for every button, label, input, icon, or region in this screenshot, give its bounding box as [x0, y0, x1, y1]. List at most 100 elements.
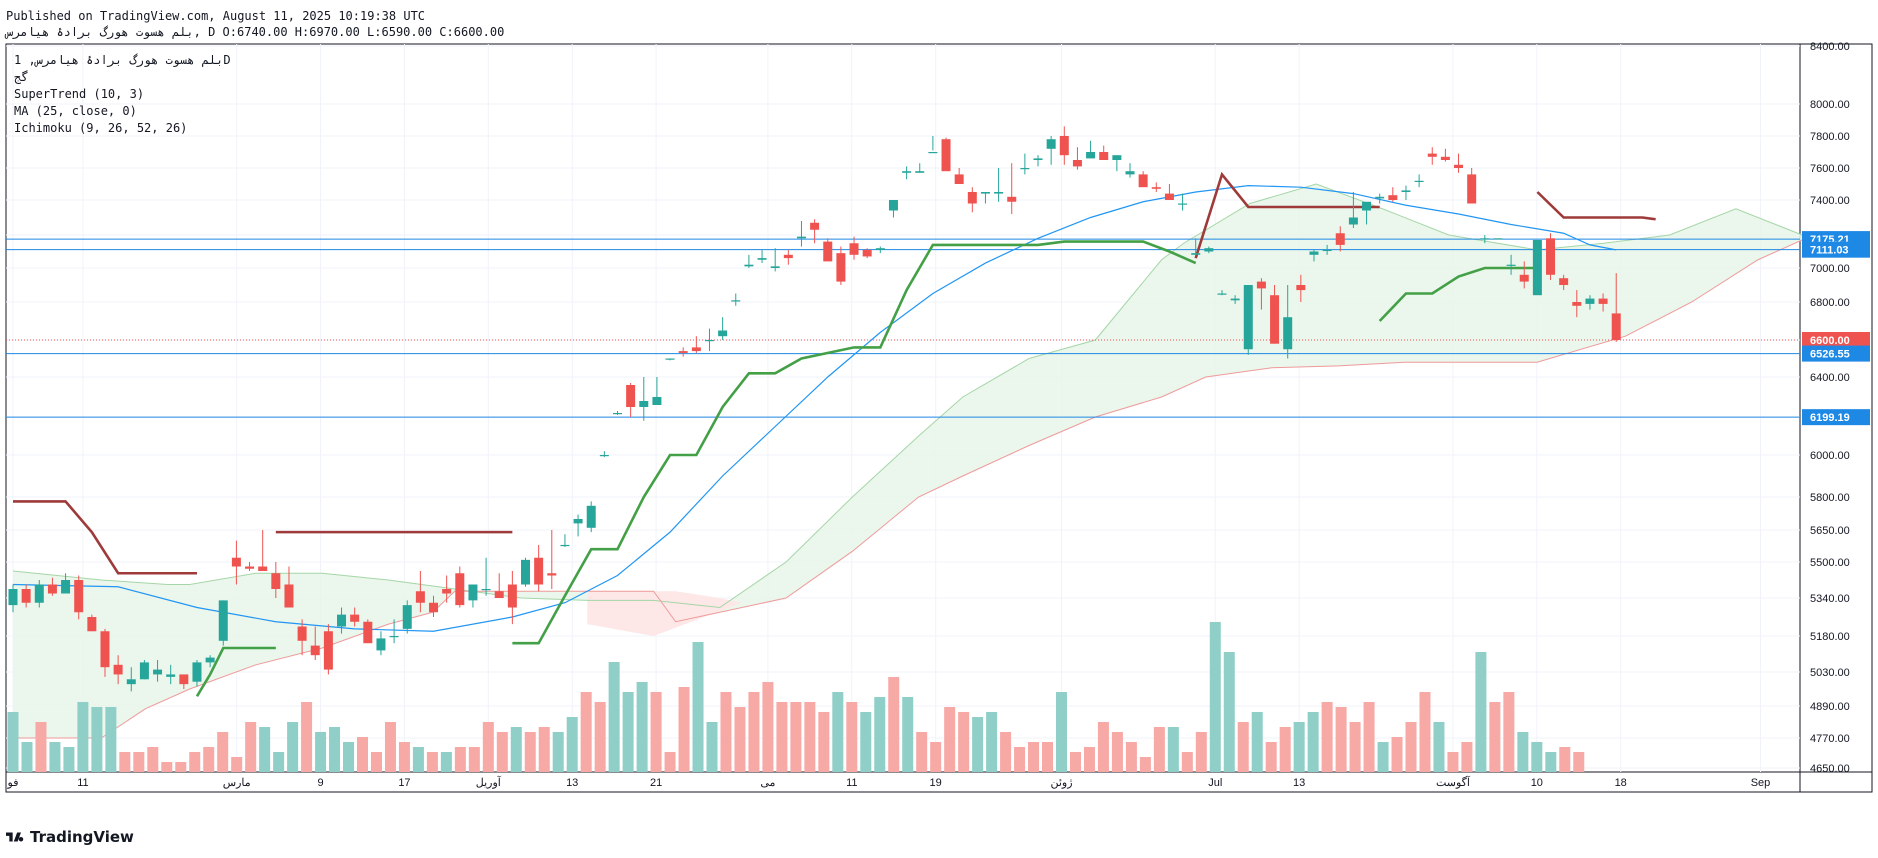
candle-body — [1559, 278, 1569, 285]
price-tag-label: 7111.03 — [1810, 245, 1849, 257]
volume-bar — [594, 702, 606, 772]
price-tag-bg — [1802, 345, 1870, 362]
candle-body — [415, 591, 425, 603]
volume-bar — [1335, 707, 1347, 772]
candle-body — [1178, 203, 1188, 205]
tradingview-logo-icon — [6, 832, 24, 842]
volume-bar — [301, 702, 313, 772]
volume-bar — [1014, 747, 1026, 772]
candle-body — [612, 413, 622, 415]
y-tick-label: 5030.00 — [1810, 667, 1850, 679]
price-tag-bg — [1802, 409, 1870, 426]
supertrend-up — [195, 646, 276, 697]
candle-body — [954, 174, 964, 184]
volume-bar — [1517, 732, 1529, 772]
candle-body — [139, 662, 149, 680]
candle-body — [1270, 295, 1280, 344]
candle-body — [678, 351, 688, 353]
candle-body — [284, 584, 294, 608]
candle-body — [731, 300, 741, 302]
candle-body — [1007, 196, 1017, 202]
volume-bar — [1419, 692, 1431, 772]
volume-bar — [1042, 742, 1054, 772]
y-tick-label: 6000.00 — [1810, 450, 1850, 462]
candle-body — [810, 222, 820, 230]
volume-bar — [622, 692, 634, 772]
candle-body — [402, 605, 412, 629]
candle-body — [350, 614, 360, 622]
volume-bar — [189, 752, 201, 772]
volume-bar — [1321, 702, 1333, 772]
volume-bar — [496, 732, 508, 772]
candle-body — [639, 401, 649, 407]
candle-body — [1283, 317, 1293, 350]
volume-bar — [21, 742, 33, 772]
volume-bar — [1377, 742, 1389, 772]
legend-ma[interactable]: MA (25, close, 0) — [14, 104, 137, 118]
candle-body — [665, 358, 675, 360]
candle-body — [1480, 238, 1490, 240]
candle-body — [1256, 281, 1266, 289]
x-tick-label: Sep — [1751, 777, 1771, 789]
volume-bar — [259, 727, 271, 772]
candle-body — [770, 266, 780, 268]
candle-body — [192, 662, 202, 682]
ichimoku-cloud-bear — [587, 591, 742, 636]
volume-bar — [1167, 727, 1179, 772]
price-tag-label: 6526.55 — [1810, 349, 1850, 361]
volume-bar — [1307, 712, 1319, 772]
volume-bar — [580, 692, 592, 772]
candle-body — [1532, 239, 1542, 296]
volume-bar — [147, 747, 159, 772]
candle-body — [534, 557, 544, 585]
volume-bar — [1573, 752, 1585, 772]
candle-body — [586, 505, 596, 528]
y-tick-label: 6400.00 — [1810, 372, 1850, 384]
candle-body — [796, 236, 806, 239]
candle-body — [258, 566, 268, 571]
legend-symbol[interactable]: بلم هسوت هورگ برادۀ هیامرس, 1D — [14, 53, 231, 67]
volume-bar — [370, 752, 382, 772]
volume-bar — [1028, 742, 1040, 772]
volume-bar — [49, 742, 61, 772]
volume-bar — [77, 702, 89, 772]
candle-body — [888, 200, 898, 211]
candle-body — [337, 614, 347, 627]
y-tick-label: 8400.00 — [1810, 41, 1850, 53]
volume-bar — [1251, 712, 1263, 772]
candle-body — [1020, 168, 1030, 170]
volume-bar — [958, 712, 970, 772]
candle-body — [1388, 195, 1398, 200]
volume-bar — [1056, 692, 1067, 772]
candle-body — [599, 455, 609, 457]
candle-body — [1125, 171, 1135, 175]
candle-body — [1362, 201, 1372, 211]
candle-body — [1191, 253, 1201, 255]
price-tag-bg — [1802, 332, 1870, 348]
tradingview-logo[interactable]: TradingView — [6, 828, 134, 846]
candle-body — [547, 573, 557, 576]
legend-sub: گج — [14, 70, 29, 84]
legend-ichimoku[interactable]: Ichimoku (9, 26, 52, 26) — [14, 121, 188, 135]
legend-supertrend[interactable]: SuperTrend (10, 3) — [14, 87, 145, 101]
candle-body — [389, 636, 399, 638]
volume-bar — [1139, 757, 1151, 772]
x-tick-label: ژوئن — [1050, 777, 1072, 789]
candle-body — [652, 397, 662, 405]
candle-body — [783, 254, 793, 259]
volume-bar — [608, 662, 620, 772]
x-tick-label: آگوست — [1436, 776, 1471, 789]
volume-bar — [1223, 652, 1235, 772]
chart-header: Published on TradingView.com, August 11,… — [6, 8, 504, 40]
candle-body — [231, 557, 241, 567]
candle-body — [1572, 302, 1582, 306]
x-tick-label: Jul — [1208, 777, 1222, 789]
y-tick-label: 5650.00 — [1810, 525, 1850, 537]
supertrend-up — [512, 240, 1197, 645]
volume-bar — [426, 752, 438, 772]
volume-bar — [804, 702, 816, 772]
volume-bar — [329, 727, 341, 772]
volume-bar — [818, 712, 830, 772]
y-tick-label: 7000.00 — [1810, 263, 1850, 275]
